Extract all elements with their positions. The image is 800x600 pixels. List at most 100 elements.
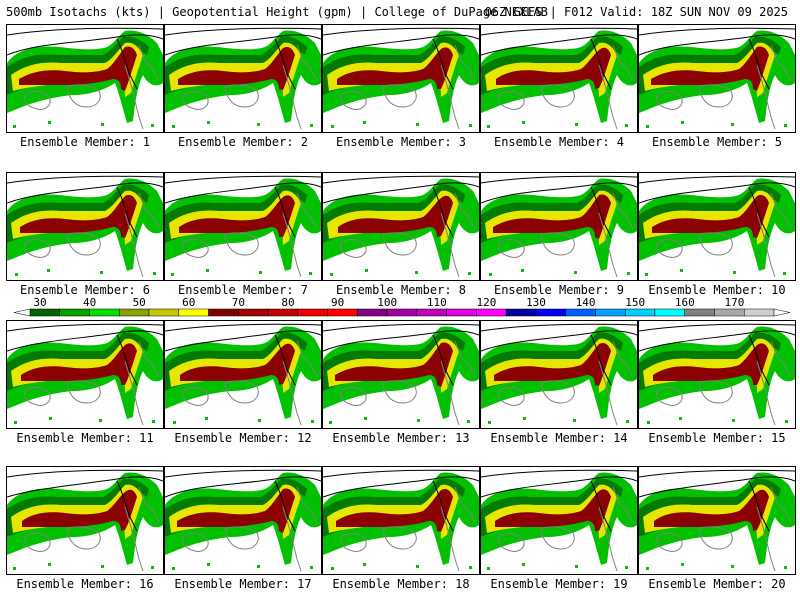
ensemble-member-panel: Ensemble Member: 8: [322, 172, 480, 297]
height-contour: [323, 27, 479, 90]
colorbar-swatch: [624, 308, 656, 317]
ensemble-member-map: [164, 320, 322, 429]
isotach-field: [639, 178, 795, 271]
isotach-specks: [488, 417, 629, 424]
ensemble-member-panel: Ensemble Member: 13: [322, 320, 480, 445]
colorbar-tick-label: 150: [625, 296, 645, 309]
ensemble-member-map: [638, 466, 796, 575]
colorbar-swatch: [178, 308, 209, 317]
isotach-field: [323, 472, 479, 565]
isotach-field: [481, 178, 637, 271]
colorbar-swatch: [565, 308, 596, 317]
ensemble-member-panel: Ensemble Member: 4: [480, 24, 638, 149]
coastline: [340, 486, 476, 572]
ensemble-member-label: Ensemble Member: 3: [335, 135, 467, 149]
coastline: [182, 340, 318, 426]
coastline: [656, 44, 792, 130]
isotach-field: [323, 30, 479, 123]
isotach-field: [165, 472, 321, 565]
colorbar-swatch: [505, 308, 537, 317]
coastline: [498, 192, 634, 278]
ensemble-member-map: [480, 172, 638, 281]
ensemble-member-label: Ensemble Member: 8: [335, 283, 467, 297]
height-contour: [7, 469, 163, 532]
ensemble-member-label: Ensemble Member: 6: [19, 283, 151, 297]
ensemble-member-label: Ensemble Member: 18: [332, 577, 470, 591]
ensemble-member-map: [322, 466, 480, 575]
coastline: [656, 340, 792, 426]
ensemble-member-map: [322, 320, 480, 429]
ensemble-member-panel: Ensemble Member: 14: [480, 320, 638, 445]
isotach-specks: [331, 563, 472, 570]
height-contour: [323, 469, 479, 532]
coastline: [182, 192, 318, 278]
isotach-field: [639, 326, 795, 419]
isotach-field: [165, 326, 321, 419]
ensemble-member-map: [6, 466, 164, 575]
ensemble-member-label: Ensemble Member: 20: [648, 577, 786, 591]
ensemble-member-panel: Ensemble Member: 15: [638, 320, 796, 445]
ensemble-member-panel: Ensemble Member: 11: [6, 320, 164, 445]
coastline: [498, 486, 634, 572]
isotach-field: [639, 30, 795, 123]
colorbar-tick-label: 40: [83, 296, 96, 309]
colorbar-swatch: [416, 308, 447, 317]
ensemble-member-panel: Ensemble Member: 9: [480, 172, 638, 297]
isotach-specks: [173, 417, 314, 424]
ensemble-member-label: Ensemble Member: 9: [493, 283, 625, 297]
ensemble-member-label: Ensemble Member: 2: [177, 135, 309, 149]
ensemble-member-panel: Ensemble Member: 16: [6, 466, 164, 591]
colorbar-swatch: [684, 308, 715, 317]
colorbar-swatch: [208, 308, 239, 317]
ensemble-member-map: [164, 466, 322, 575]
ensemble-member-label: Ensemble Member: 4: [493, 135, 625, 149]
height-contour: [165, 175, 321, 238]
height-contour: [639, 27, 795, 90]
isotach-specks: [646, 121, 787, 128]
colorbar-tick-label: 100: [377, 296, 397, 309]
height-contour: [165, 469, 321, 532]
isotach-specks: [172, 563, 313, 570]
coastline: [498, 44, 634, 130]
ensemble-member-label: Ensemble Member: 12: [174, 431, 312, 445]
ensemble-member-label: Ensemble Member: 11: [16, 431, 154, 445]
colorbar-high-arrow: [773, 308, 790, 317]
height-contour: [7, 323, 163, 386]
colorbar-swatch: [327, 308, 358, 317]
coastline: [498, 340, 634, 426]
coastline: [24, 486, 160, 572]
colorbar-low-arrow: [14, 308, 31, 317]
colorbar-swatch: [743, 308, 775, 317]
colorbar-swatch: [267, 308, 299, 317]
ensemble-member-label: Ensemble Member: 5: [651, 135, 783, 149]
isotach-field: [481, 326, 637, 419]
isotach-specks: [487, 121, 628, 128]
isotach-field: [7, 472, 163, 565]
isotach-field: [639, 472, 795, 565]
coastline: [340, 340, 476, 426]
ensemble-member-map: [638, 24, 796, 133]
height-contour: [639, 175, 795, 238]
ensemble-member-map: [322, 24, 480, 133]
ensemble-member-map: [6, 24, 164, 133]
isotach-specks: [14, 417, 155, 424]
colorbar-swatch: [59, 308, 90, 317]
ensemble-member-label: Ensemble Member: 19: [490, 577, 628, 591]
colorbar-swatch: [148, 308, 180, 317]
height-contour: [165, 27, 321, 90]
height-contour: [323, 323, 479, 386]
isotach-field: [165, 30, 321, 123]
ensemble-member-label: Ensemble Member: 16: [16, 577, 154, 591]
page-header: 500mb Isotachs (kts) | Geopotential Heig…: [0, 0, 800, 22]
isotach-field: [323, 326, 479, 419]
ensemble-member-panel: Ensemble Member: 5: [638, 24, 796, 149]
ensemble-member-panel: Ensemble Member: 2: [164, 24, 322, 149]
coastline: [24, 192, 160, 278]
ensemble-member-label: Ensemble Member: 14: [490, 431, 628, 445]
colorbar-swatch: [119, 308, 150, 317]
colorbar-swatch: [29, 308, 61, 317]
ensemble-member-panel: Ensemble Member: 12: [164, 320, 322, 445]
colorbar-swatch: [446, 308, 477, 317]
isotach-field: [7, 326, 163, 419]
